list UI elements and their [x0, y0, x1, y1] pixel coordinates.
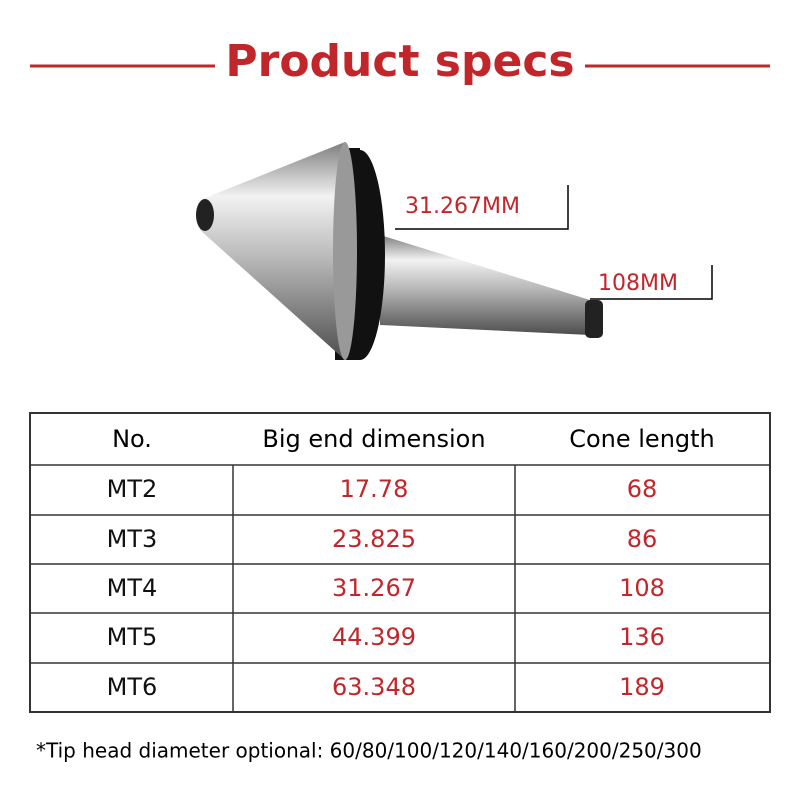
- table-cell: MT4: [107, 574, 158, 602]
- table-cell: 68: [627, 475, 658, 503]
- column-header: Big end dimension: [262, 425, 485, 453]
- table-cell: 86: [627, 525, 658, 553]
- column-header: No.: [112, 425, 152, 453]
- title: Product specs: [225, 36, 574, 87]
- spec-table: [29, 412, 771, 713]
- table-cell: 44.399: [332, 623, 416, 651]
- table-cell: 189: [619, 673, 665, 701]
- dimension-bracket: [590, 265, 713, 300]
- dimension-bracket: [395, 185, 569, 230]
- table-cell: 23.825: [332, 525, 416, 553]
- product-image: [196, 142, 603, 360]
- table-cell: 31.267: [332, 574, 416, 602]
- table-cell: 108: [619, 574, 665, 602]
- table-cell: MT2: [107, 475, 158, 503]
- table-cell: 17.78: [340, 475, 409, 503]
- table-cell: MT3: [107, 525, 158, 553]
- table-cell: 136: [619, 623, 665, 651]
- column-header: Cone length: [569, 425, 715, 453]
- footnote: *Tip head diameter optional: 60/80/100/1…: [36, 739, 702, 763]
- dimension-label: 108MM: [598, 271, 678, 296]
- table-cell: MT5: [107, 623, 158, 651]
- table-cell: MT6: [107, 673, 158, 701]
- table-cell: 63.348: [332, 673, 416, 701]
- dimension-label: 31.267MM: [405, 194, 520, 219]
